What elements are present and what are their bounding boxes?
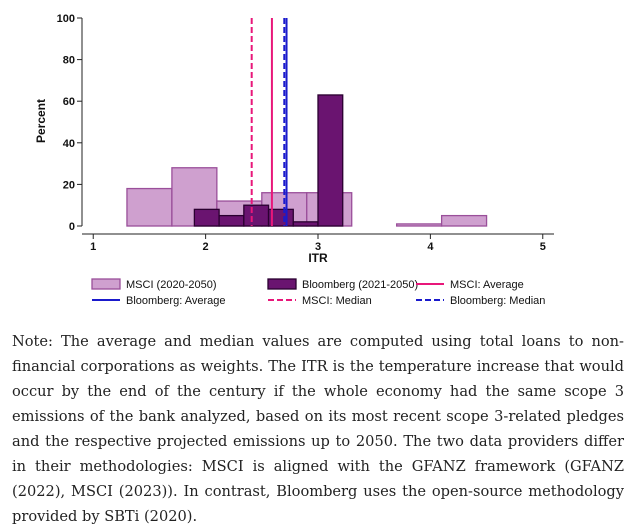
reference-lines xyxy=(250,18,288,226)
legend-label-0: MSCI (2020-2050) xyxy=(126,279,217,291)
x-tick-label-3: 3 xyxy=(315,241,321,253)
x-axis-label: ITR xyxy=(308,251,328,265)
bloomberg-bars xyxy=(193,94,344,227)
chart-note: Note: The average and median values are … xyxy=(12,333,624,525)
legend-label-5: Bloomberg: Median xyxy=(450,295,545,307)
legend-label-1: Bloomberg (2021-2050) xyxy=(302,279,418,291)
bloomberg-bar-2 xyxy=(243,204,270,227)
x-tick-label-1: 1 xyxy=(90,241,96,253)
legend-swatch-1 xyxy=(267,278,297,290)
legend-label-2: MSCI: Average xyxy=(450,279,524,291)
y-tick-label-60: 60 xyxy=(63,96,75,108)
legend-swatch-0 xyxy=(91,278,121,290)
y-tick-label-100: 100 xyxy=(57,13,75,25)
y-tick-label-0: 0 xyxy=(69,221,75,233)
y-tick-label-20: 20 xyxy=(63,179,75,191)
msci-bar-6 xyxy=(396,223,443,227)
bloomberg-bar-1 xyxy=(218,214,245,227)
legend-label-4: MSCI: Median xyxy=(302,295,372,307)
itr-histogram-chart: 0 20 40 60 80 100 1 2 3 4 5 Percent ITR MSCI (2020… xyxy=(34,13,554,307)
y-axis-label: Percent xyxy=(34,99,48,143)
x-tick-label-5: 5 xyxy=(540,241,546,253)
x-tick-label-2: 2 xyxy=(203,241,209,253)
y-tick-label-80: 80 xyxy=(63,55,75,67)
bloomberg-bar-5 xyxy=(317,94,344,227)
msci-bar-7 xyxy=(440,214,488,227)
axes: 0 20 40 60 80 100 1 2 3 4 5 xyxy=(57,13,554,253)
legend-label-3: Bloomberg: Average xyxy=(126,295,225,307)
legend: MSCI (2020-2050) Bloomberg (2021-2050) MSC… xyxy=(91,278,545,307)
msci-bars xyxy=(126,167,488,227)
msci-bar-0 xyxy=(126,187,173,227)
bloomberg-bar-0 xyxy=(193,208,220,227)
bloomberg-bar-4 xyxy=(292,221,319,227)
y-tick-label-40: 40 xyxy=(63,138,75,150)
x-tick-label-4: 4 xyxy=(427,241,434,253)
